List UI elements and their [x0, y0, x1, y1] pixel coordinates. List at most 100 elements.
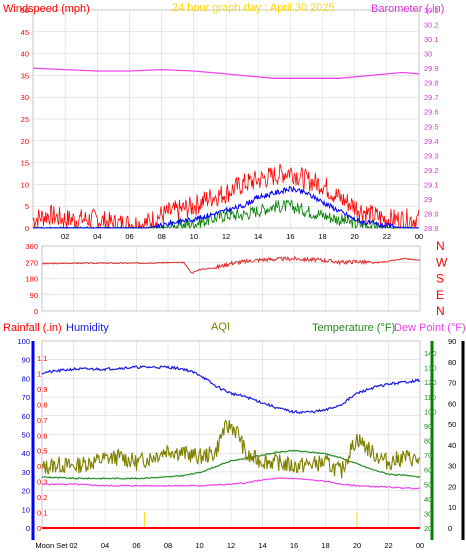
top-series — [32, 67, 420, 230]
barometer-tick-label: 30 — [424, 50, 432, 59]
humidity-tick-label: 70 — [22, 393, 30, 402]
windspeed-tick-label: 25 — [21, 115, 29, 124]
barometer-tick-label: 29.2 — [424, 166, 439, 175]
wind-gust-line — [32, 163, 420, 230]
compass-label: W — [436, 255, 448, 269]
humidity-axis: 0 10 20 30 40 50 60 70 80 90 100 — [17, 337, 30, 533]
time-tick-label: 08 — [157, 232, 165, 241]
rainfall-tick-label: 0.1 — [37, 509, 47, 518]
barometer-tick-label: 29.1 — [424, 180, 439, 189]
compass-label: S — [436, 272, 444, 286]
time-tick-label: 20 — [350, 232, 358, 241]
bottom-grid — [42, 340, 421, 529]
time-tick-label: 04 — [93, 232, 101, 241]
far-right-tick-label: 50 — [448, 420, 456, 429]
time-tick-label: 18 — [318, 232, 326, 241]
temperature-line — [41, 449, 421, 480]
windspeed-tick-label: 30 — [21, 93, 29, 102]
rainfall-label: Rainfall (.in) — [3, 322, 62, 334]
far-right-tick-label: 20 — [448, 482, 456, 491]
direction-tick-label: 180 — [25, 275, 38, 284]
far-right-tick-label: 90 — [448, 337, 456, 346]
barometer-axis: 28.8 28.9 29 29.1 29.2 29.3 29.4 29.5 29.6 29.7 29… — [424, 6, 439, 233]
time-tick-label: 18 — [321, 541, 329, 550]
aqi-line — [41, 419, 420, 479]
windspeed-tick-label: 10 — [21, 180, 29, 189]
barometer-tick-label: 30.2 — [424, 21, 439, 30]
far-right-tick-label: 30 — [448, 462, 456, 471]
windspeed-tick-label: 5 — [25, 202, 29, 211]
humidity-tick-label: 60 — [22, 412, 30, 421]
rainfall-tick-label: 0.5 — [37, 447, 47, 456]
rainfall-axis: 0 0.1 0.2 0.3 0.4 0.5 0.6 0.7 0.8 0.9 1 1.1 — [37, 354, 47, 533]
far-right-tick-label: 40 — [448, 441, 456, 450]
barometer-tick-label: 29.8 — [424, 79, 439, 88]
far-right-tick-label: 80 — [448, 358, 456, 367]
temperature-tick-label: 80 — [424, 437, 432, 446]
barometer-tick-label: 30.3 — [424, 6, 439, 15]
temperature-tick-label: 120 — [424, 378, 437, 387]
dewpoint-label: Dew Point (°F) — [394, 322, 466, 334]
time-tick-label: 10 — [190, 232, 198, 241]
humidity-tick-label: 100 — [17, 337, 30, 346]
windspeed-axis: 0 5 10 15 20 25 30 35 40 45 50 — [21, 6, 29, 233]
windspeed-tick-label: 40 — [21, 50, 29, 59]
windspeed-tick-label: 20 — [21, 137, 29, 146]
temperature-tick-label: 50 — [424, 480, 432, 489]
barometer-tick-label: 29.4 — [424, 137, 439, 146]
rainfall-tick-label: 0.2 — [37, 493, 47, 502]
far-right-tick-label: 60 — [448, 399, 456, 408]
humidity-tick-label: 40 — [22, 449, 30, 458]
time-tick-label: 00 — [416, 541, 424, 550]
rainfall-tick-label: 0.4 — [37, 462, 47, 471]
top-time-axis: 02 04 06 08 10 12 14 16 18 20 22 00 — [61, 232, 423, 241]
temperature-tick-label: 140 — [424, 349, 437, 358]
time-tick-label: 16 — [286, 232, 294, 241]
compass-label: E — [436, 288, 444, 302]
bottom-series — [41, 365, 421, 529]
humidity-tick-label: 80 — [22, 374, 30, 383]
windspeed-tick-label: 50 — [21, 6, 29, 15]
direction-tick-label: 360 — [25, 242, 38, 251]
barometer-tick-label: 29.9 — [424, 64, 439, 73]
time-tick-label: 12 — [222, 232, 230, 241]
rainfall-tick-label: 1 — [37, 369, 41, 378]
temperature-label: Temperature (°F) — [312, 322, 395, 334]
direction-tick-label: 270 — [25, 258, 38, 267]
barometer-tick-label: 29 — [424, 195, 432, 204]
temperature-tick-label: 130 — [424, 364, 437, 373]
windspeed-tick-label: 35 — [21, 71, 29, 80]
direction-tick-label: 90 — [30, 291, 38, 300]
rainfall-tick-label: 0.9 — [37, 385, 47, 394]
barometer-tick-label: 29.6 — [424, 108, 439, 117]
direction-tick-label: 0 — [34, 307, 38, 316]
time-tick-label: 16 — [290, 541, 298, 550]
rainfall-tick-label: 0.8 — [37, 400, 47, 409]
direction-series — [41, 255, 421, 274]
windspeed-label: Windspeed (mph) — [3, 3, 90, 15]
windspeed-tick-label: 0 — [25, 224, 29, 233]
time-tick-label: 06 — [125, 232, 133, 241]
temperature-tick-label: 60 — [424, 466, 432, 475]
wind-direction-line — [41, 255, 421, 274]
temperature-tick-label: 70 — [424, 451, 432, 460]
barometer-tick-label: 30.1 — [424, 35, 439, 44]
humidity-tick-label: 30 — [22, 468, 30, 477]
far-right-tick-label: 0 — [448, 524, 452, 533]
temperature-tick-label: 100 — [424, 407, 437, 416]
rainfall-tick-label: 1.1 — [37, 354, 47, 363]
time-tick-label: 22 — [383, 232, 391, 241]
time-tick-label: 14 — [258, 541, 266, 550]
humidity-line — [41, 365, 421, 415]
barometer-label: Barometer (.in) — [371, 3, 444, 15]
barometer-tick-label: 29.3 — [424, 151, 439, 160]
time-tick-label: 08 — [164, 541, 172, 550]
barometer-tick-label: 29.7 — [424, 93, 439, 102]
temperature-tick-label: 30 — [424, 509, 432, 518]
time-tick-label: 02 — [69, 541, 77, 550]
far-right-axis: 0 10 20 30 40 50 60 70 80 90 — [448, 337, 456, 533]
time-tick-label: 14 — [254, 232, 262, 241]
wind-average-line — [32, 185, 419, 230]
